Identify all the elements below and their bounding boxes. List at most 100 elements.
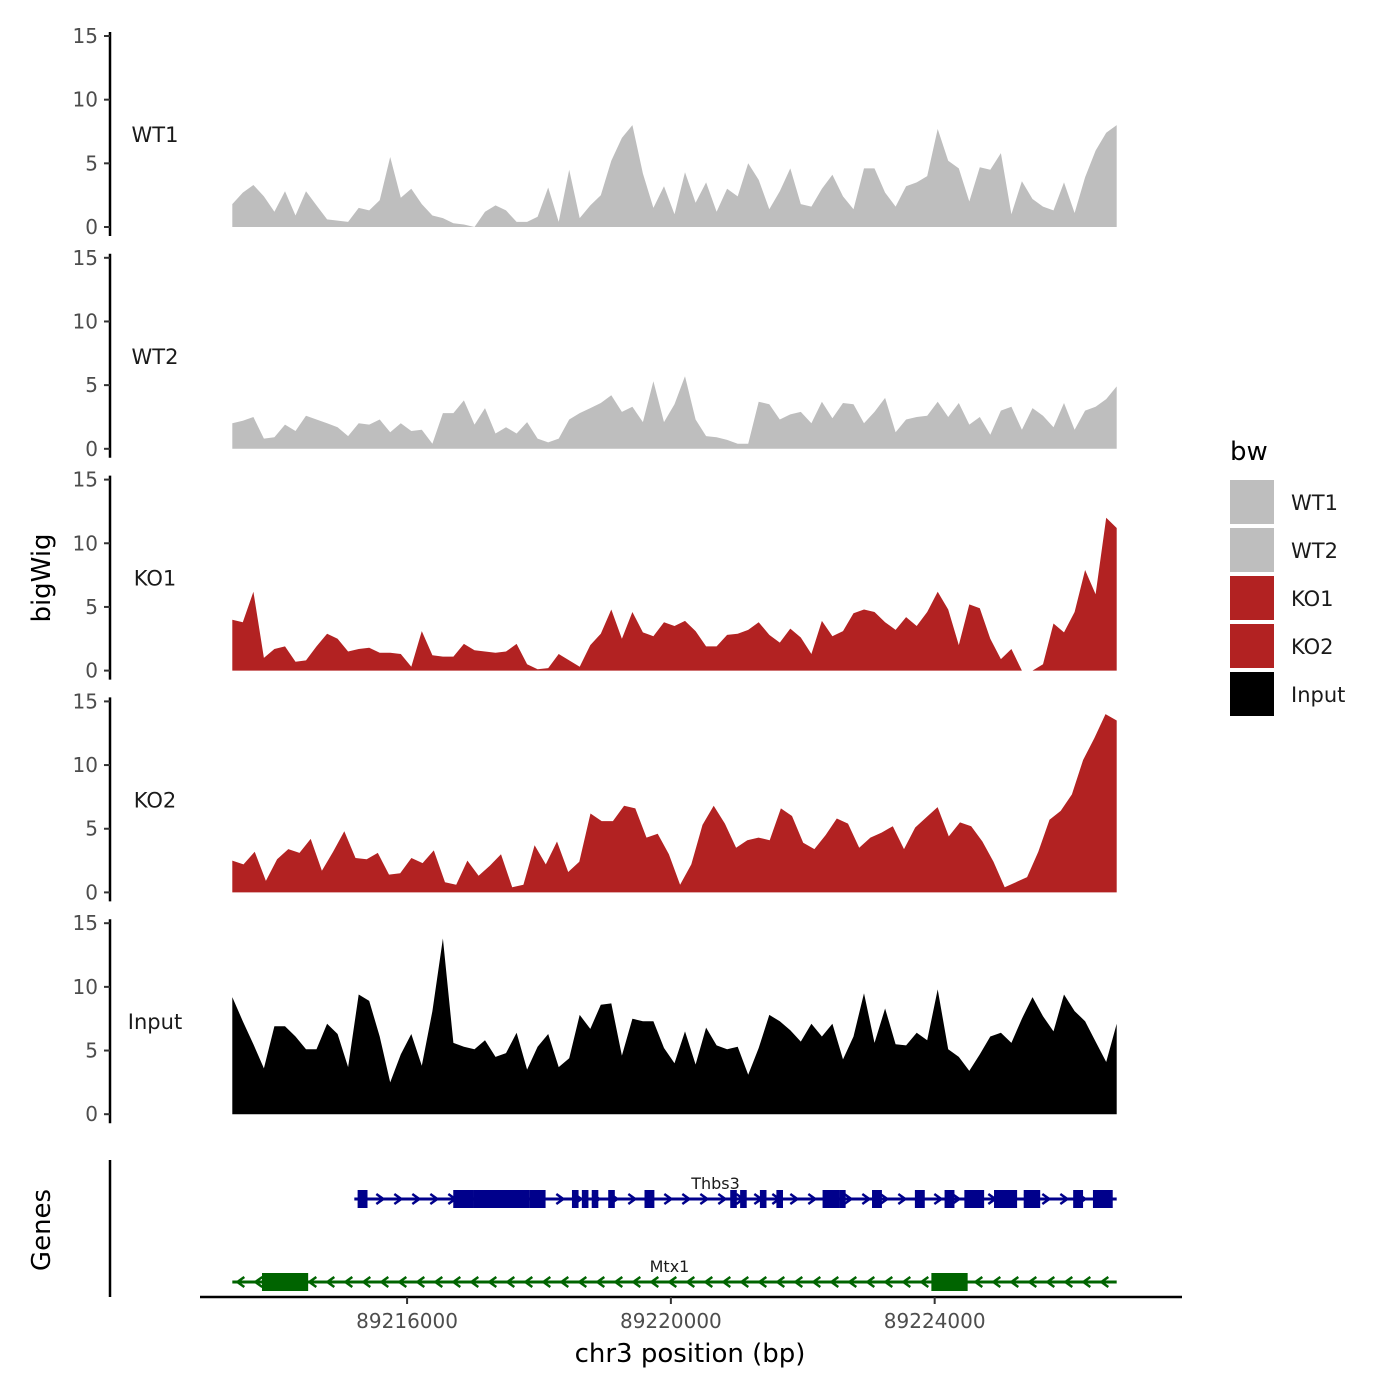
strand-arrow (433, 1275, 444, 1289)
legend-key-ko2 (1230, 624, 1274, 668)
strand-arrow (721, 1275, 732, 1289)
track-label-input: Input (128, 1010, 182, 1034)
strand-arrow (991, 1275, 1002, 1289)
strand-arrow (595, 1275, 606, 1289)
track-ko1: 0 5 10 15 KO1 (73, 468, 1117, 683)
exon (872, 1190, 882, 1208)
strand-arrow (613, 1275, 624, 1289)
strand-arrow (361, 1275, 372, 1289)
y-tick-label: 0 (85, 659, 98, 683)
legend-label-ko1: KO1 (1291, 587, 1334, 611)
track-label-ko1: KO1 (134, 567, 177, 591)
strand-arrow (649, 1275, 660, 1289)
strand-arrow (901, 1275, 912, 1289)
strand-arrow (879, 1192, 890, 1206)
strand-arrow (951, 1192, 962, 1206)
strand-arrow (307, 1275, 318, 1289)
strand-arrow (555, 1192, 566, 1206)
exon (581, 1190, 589, 1208)
strand-arrow (397, 1275, 408, 1289)
exon (994, 1190, 1018, 1208)
area-ko1 (232, 517, 1117, 671)
x-tick-label: 89220000 (620, 1309, 722, 1333)
strand-arrow (897, 1192, 908, 1206)
strand-arrow (379, 1275, 390, 1289)
exon (759, 1190, 767, 1208)
y-tick-label: 5 (85, 151, 98, 175)
strand-arrow (1081, 1275, 1092, 1289)
y-tick-label: 15 (73, 468, 98, 492)
legend-label-ko2: KO2 (1291, 635, 1334, 659)
legend-label-wt2: WT2 (1291, 539, 1338, 563)
exon (944, 1190, 955, 1208)
strand-arrow (559, 1275, 570, 1289)
area-input (232, 938, 1117, 1115)
y-tick-label: 0 (85, 1102, 98, 1126)
strand-arrow (1027, 1275, 1038, 1289)
y-tick-label: 5 (85, 595, 98, 619)
y-tick-label: 10 (73, 531, 98, 555)
strand-arrow (973, 1275, 984, 1289)
strand-arrow (717, 1192, 728, 1206)
strand-arrow (847, 1275, 858, 1289)
legend-key-ko1 (1230, 576, 1274, 620)
y-tick-label: 0 (85, 880, 98, 904)
exon (357, 1190, 368, 1208)
strand-arrow (739, 1275, 750, 1289)
y-tick-label: 15 (73, 911, 98, 935)
strand-arrow (667, 1275, 678, 1289)
y-tick-label: 0 (85, 215, 98, 239)
y-tick-label: 5 (85, 817, 98, 841)
strand-arrow (843, 1192, 854, 1206)
strand-arrow (411, 1192, 422, 1206)
exon (261, 1273, 309, 1291)
strand-arrow (541, 1275, 552, 1289)
strand-arrow (523, 1275, 534, 1289)
gene-annotation-panel: Thbs3 Mtx1 (108, 1160, 1117, 1297)
legend-key-input (1230, 672, 1274, 716)
y-tick-label: 10 (73, 753, 98, 777)
strand-arrow (469, 1275, 480, 1289)
legend-key-wt2 (1230, 528, 1274, 572)
strand-arrow (919, 1275, 930, 1289)
gene-label-mtx1: Mtx1 (650, 1257, 690, 1276)
y-tick-label: 5 (85, 373, 98, 397)
legend-label-input: Input (1291, 683, 1345, 707)
strand-arrow (757, 1275, 768, 1289)
strand-arrow (775, 1275, 786, 1289)
track-label-wt1: WT1 (132, 123, 179, 147)
strand-arrow (789, 1192, 800, 1206)
exon (473, 1190, 507, 1208)
legend-label-wt1: WT1 (1291, 491, 1338, 515)
exon (591, 1190, 599, 1208)
strand-arrow (505, 1275, 516, 1289)
strand-arrow (865, 1275, 876, 1289)
strand-arrow (703, 1275, 714, 1289)
strand-arrow (1059, 1192, 1070, 1206)
strand-arrow (429, 1192, 440, 1206)
y-tick-label: 15 (73, 24, 98, 48)
strand-arrow (685, 1275, 696, 1289)
area-wt2 (232, 376, 1117, 449)
legend-key-wt1 (1230, 480, 1274, 524)
strand-arrow (793, 1275, 804, 1289)
x-tick-label: 89216000 (356, 1309, 458, 1333)
exon (839, 1190, 846, 1208)
strand-arrow (627, 1192, 638, 1206)
legend: bw WT1 WT2 KO1 KO2 Input (1230, 437, 1345, 716)
gene-thbs3: Thbs3 (354, 1174, 1117, 1208)
exon (571, 1190, 579, 1208)
strand-arrow (415, 1275, 426, 1289)
strand-arrow (1009, 1275, 1020, 1289)
exon (506, 1190, 530, 1208)
exon (1073, 1190, 1084, 1208)
exon (822, 1190, 840, 1208)
strand-arrow (343, 1275, 354, 1289)
genes-axis-title: Genes (27, 1189, 57, 1271)
strand-arrow (883, 1275, 894, 1289)
x-axis: 89216000 89220000 89224000 (200, 1295, 1182, 1333)
y-tick-label: 10 (73, 975, 98, 999)
strand-arrow (375, 1192, 386, 1206)
exon (608, 1190, 615, 1208)
strand-arrow (807, 1192, 818, 1206)
